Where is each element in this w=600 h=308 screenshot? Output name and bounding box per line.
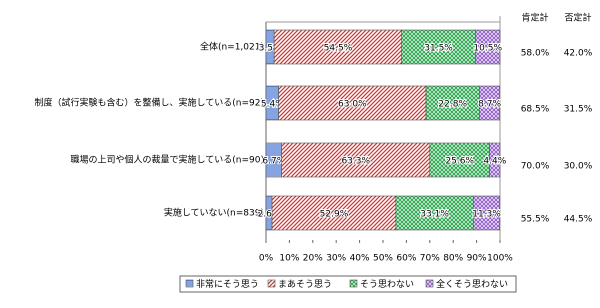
total-value: 31.5% [564,105,593,115]
x-tick-label: 50% [373,254,393,264]
value-label: 33.1% [420,210,449,220]
value-label: 4.4% [483,157,506,167]
category-label: 制度（試行実験も含む）を整備し、実施している(n=92) [35,97,264,109]
bar-segment [281,142,431,178]
value-label: 63.0% [338,100,367,110]
value-label: 10.5% [473,44,502,54]
legend-label: 非常にそう思う [196,278,259,290]
bar-segment [273,29,403,65]
total-value: 55.5% [521,215,550,225]
total-value: 58.0% [521,49,550,59]
x-tick-label: 100% [487,254,513,264]
category-label: 実施していない(n=839) [164,207,264,219]
x-tick-label: 20% [303,254,323,264]
x-tick-label: 80% [443,254,463,264]
value-label: 11.3% [472,210,501,220]
bar-segment [271,195,397,231]
value-label: 22.8% [438,100,467,110]
x-tick-label: 90% [467,254,487,264]
x-tick-label: 10% [279,254,299,264]
total-header: 肯定計 [521,12,548,24]
legend-label: そう思わない [360,279,414,290]
x-tick-label: 40% [350,254,370,264]
bar-segment [401,29,476,65]
x-tick-label: 30% [326,254,346,264]
x-tick-label: 70% [420,254,440,264]
x-tick-label: 60% [396,254,416,264]
total-value: 70.0% [521,162,550,172]
value-label: 52.9% [320,210,349,220]
total-value: 68.5% [521,105,550,115]
value-label: 8.7% [478,100,501,110]
value-label: 25.6% [445,157,474,167]
legend-swatch [185,279,194,288]
category-label: 職場の上司や個人の裁量で実施している(n=90) [71,154,264,166]
total-value: 42.0% [564,49,593,59]
value-label: 6.7% [262,157,285,167]
total-value: 44.5% [564,215,593,225]
bar-segment [395,195,474,231]
value-label: 54.5% [324,44,353,54]
legend-label: 全くそう思わない [436,278,508,290]
legend-label: まあそう思う [278,279,332,290]
category-label: 全体(n=1,021) [200,41,264,53]
value-label: 63.3% [341,157,370,167]
bar-segment [425,85,480,121]
value-label: 31.5% [424,44,453,54]
total-header: 否定計 [564,12,591,24]
x-tick-label: 0% [259,254,274,264]
bar-segment [475,29,501,65]
bar-segment [278,85,427,121]
legend-swatch [425,279,434,288]
legend-swatch [349,279,358,288]
bar-segment [473,195,501,231]
total-value: 30.0% [564,162,593,172]
bar-segment [489,142,501,178]
legend-swatch [267,279,276,288]
bar-segment [479,85,501,121]
